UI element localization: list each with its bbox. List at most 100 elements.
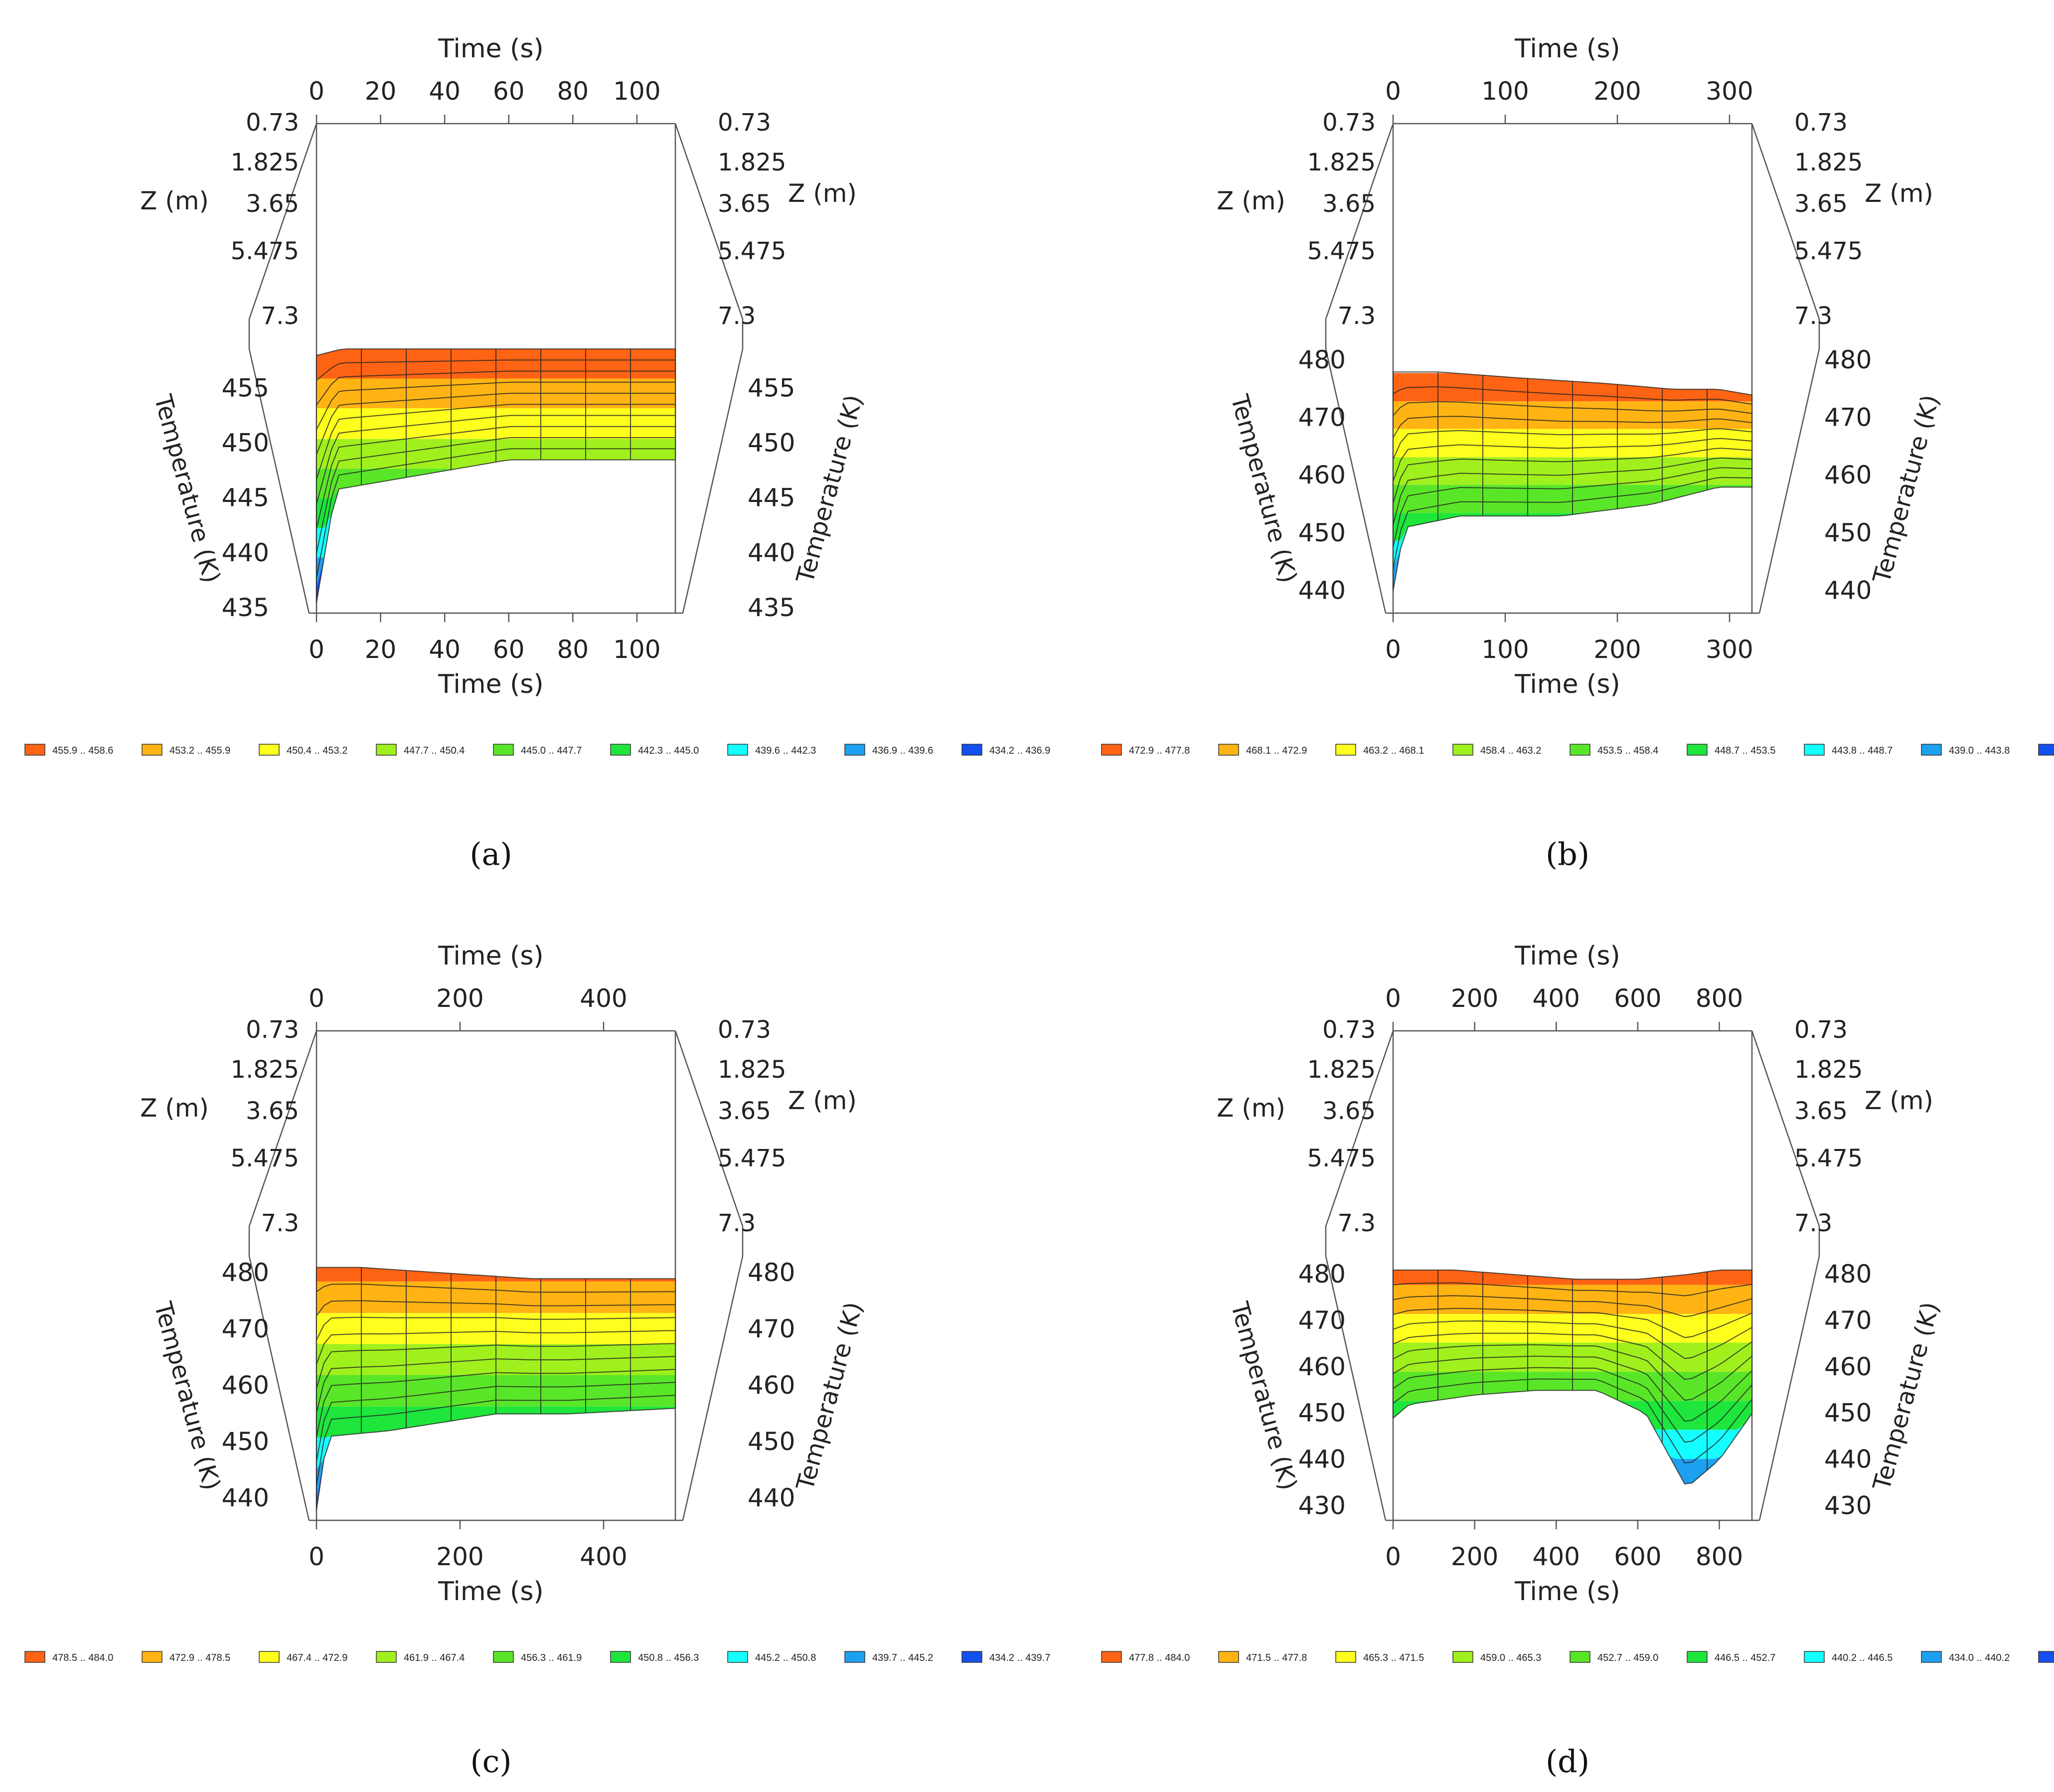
temp-axis-label-left: Temperature (K): [1225, 1299, 1302, 1493]
right-edge: [1751, 123, 1820, 614]
z-tick-right: 0.73: [718, 109, 771, 137]
z-tick-right: 1.825: [718, 1056, 786, 1084]
time-tick-bottom: 100: [613, 635, 660, 664]
z-tick-left: 1.825: [231, 1056, 299, 1084]
right-edge: [674, 123, 744, 614]
legend-swatch-2: [142, 744, 162, 756]
legend-label-6: 450.8 .. 456.3: [638, 1652, 699, 1663]
legend-label-4: 459.0 .. 465.3: [1480, 1652, 1541, 1663]
time-tick-top: 400: [1533, 984, 1580, 1013]
z-axis-label-right: Z (m): [788, 179, 857, 208]
legend-swatch-2: [1218, 1651, 1239, 1663]
z-tick-left: 3.65: [246, 190, 299, 218]
temp-tick-left: 445: [222, 484, 269, 512]
legend-label-8: 434.0 .. 440.2: [1949, 1652, 2010, 1663]
legend-swatch-5: [1570, 744, 1590, 756]
z-tick-right: 7.3: [718, 302, 756, 330]
time-tick-bottom: 400: [580, 1542, 627, 1571]
time-tick-top: 200: [1593, 77, 1641, 106]
temp-tick-left: 470: [1298, 403, 1346, 432]
temp-tick-left: 435: [222, 593, 269, 622]
legend: 472.9 .. 477.8 468.1 .. 472.9 463.2 .. 468…: [1101, 744, 2054, 756]
legend-label-7: 439.6 .. 442.3: [755, 745, 816, 756]
legend-swatch-5: [493, 744, 514, 756]
temp-tick-right: 450: [748, 1427, 795, 1456]
legend-swatch-4: [1452, 1651, 1473, 1663]
mesh-row: [316, 1267, 675, 1280]
z-tick-right: 0.73: [1794, 1016, 1848, 1044]
time-tick-bottom: 40: [429, 635, 461, 664]
legend-label-7: 445.2 .. 450.8: [755, 1652, 816, 1663]
legend-swatch-4: [1452, 744, 1473, 756]
temp-tick-left: 455: [222, 373, 269, 402]
z-tick-left: 7.3: [261, 1209, 299, 1237]
z-tick-right: 3.65: [718, 190, 771, 218]
z-axis-label-left: Z (m): [1217, 186, 1285, 215]
panel-caption: (d): [1546, 1743, 1589, 1780]
panel-caption: (b): [1546, 836, 1589, 872]
legend-swatch-3: [1335, 744, 1356, 756]
legend-swatch-3: [259, 744, 280, 756]
z-tick-left: 7.3: [1338, 302, 1376, 330]
legend-swatch-8: [844, 1651, 865, 1663]
temp-tick-left: 480: [1298, 1260, 1346, 1289]
z-tick-right: 5.475: [1794, 1144, 1863, 1172]
panel-caption: (a): [470, 836, 512, 872]
time-axis-label-top: Time (s): [1514, 34, 1620, 64]
temp-tick-right: 470: [748, 1314, 795, 1343]
time-tick-top: 60: [493, 77, 525, 106]
legend-label-3: 463.2 .. 468.1: [1363, 745, 1424, 756]
temp-tick-left: 450: [1298, 1399, 1346, 1428]
z-tick-left: 7.3: [261, 302, 299, 330]
legend-swatch-8: [1921, 1651, 1942, 1663]
legend-swatch-9: [2038, 744, 2054, 756]
legend-label-5: 445.0 .. 447.7: [521, 745, 582, 756]
legend-label-1: 455.9 .. 458.6: [52, 745, 113, 756]
temp-axis-label-right: Temperature (K): [1868, 392, 1945, 586]
temp-tick-left: 450: [222, 428, 269, 457]
right-edge: [674, 1030, 744, 1521]
time-tick-top: 800: [1696, 984, 1743, 1013]
time-axis-label-top: Time (s): [438, 941, 543, 971]
legend-swatch-1: [24, 744, 45, 756]
time-tick-top: 200: [1451, 984, 1498, 1013]
legend-label-9: 434.2 .. 436.9: [989, 745, 1050, 756]
z-tick-right: 5.475: [718, 1144, 786, 1172]
z-axis-label-right: Z (m): [1865, 1086, 1933, 1115]
temp-tick-right: 480: [1824, 345, 1872, 374]
legend-label-4: 461.9 .. 467.4: [404, 1652, 465, 1663]
z-tick-left: 3.65: [1322, 1097, 1376, 1125]
temp-tick-left: 450: [222, 1427, 269, 1456]
time-axis-label-top: Time (s): [1514, 941, 1620, 971]
z-tick-left: 5.475: [1307, 1144, 1376, 1172]
time-tick-bottom: 800: [1696, 1542, 1743, 1571]
mesh-row: [1393, 1390, 1752, 1484]
legend: 478.5 .. 484.0 472.9 .. 478.5 467.4 .. 472…: [24, 1651, 1050, 1663]
legend-label-5: 456.3 .. 461.9: [521, 1652, 582, 1663]
legend-label-3: 465.3 .. 471.5: [1363, 1652, 1424, 1663]
temp-tick-left: 470: [1298, 1306, 1346, 1335]
panel-caption: (c): [470, 1743, 511, 1780]
legend-label-2: 472.9 .. 478.5: [169, 1652, 230, 1663]
legend-label-8: 439.7 .. 445.2: [872, 1652, 933, 1663]
z-tick-right: 0.73: [1794, 109, 1848, 137]
temp-tick-right: 460: [1824, 1352, 1872, 1381]
legend-swatch-2: [1218, 744, 1239, 756]
axes-frame: [1325, 123, 1820, 614]
legend-swatch-7: [1804, 744, 1825, 756]
temp-tick-right: 455: [748, 373, 795, 402]
temp-tick-right: 470: [1824, 1306, 1872, 1335]
left-edge: [1325, 1030, 1394, 1521]
legend-swatch-7: [727, 744, 748, 756]
legend-swatch-1: [24, 1651, 45, 1663]
z-tick-left: 0.73: [1322, 109, 1376, 137]
legend-label-3: 467.4 .. 472.9: [287, 1652, 347, 1663]
z-tick-right: 3.65: [718, 1097, 771, 1125]
z-tick-right: 3.65: [1794, 190, 1848, 218]
temp-tick-right: 440: [1824, 576, 1872, 605]
z-tick-right: 7.3: [1794, 302, 1832, 330]
panel-b: 0 0 100 100 200 200 300 300 Time (s) Time (s) 0.73…: [1101, 34, 2054, 872]
temp-tick-right: 435: [748, 593, 795, 622]
temp-tick-left: 480: [222, 1258, 269, 1287]
